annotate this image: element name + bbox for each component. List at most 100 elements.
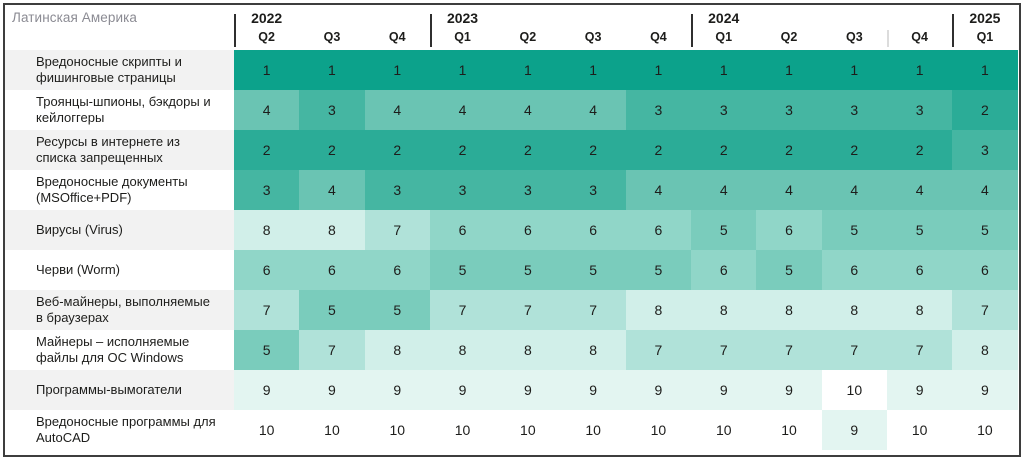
rank-cell: 10 <box>756 410 822 450</box>
rank-cell: 4 <box>952 170 1018 210</box>
rank-cell: 8 <box>299 210 365 250</box>
rank-cell: 7 <box>886 330 953 370</box>
rank-cell: 2 <box>429 130 496 170</box>
column-header: 2022 Q2 <box>234 5 299 50</box>
rank-cell: 5 <box>234 330 300 370</box>
rank-cell: 5 <box>952 210 1018 250</box>
rank-cell: 7 <box>821 330 887 370</box>
rank-cell: 8 <box>821 290 887 330</box>
rank-cell: 7 <box>560 290 626 330</box>
rank-cell: 3 <box>234 170 300 210</box>
rank-cell: 10 <box>691 410 757 450</box>
rank-cell: 4 <box>821 170 887 210</box>
rank-cell: 9 <box>886 370 953 410</box>
region-title: Латинская Америка <box>5 5 234 50</box>
row-label: Вредоносные программы для AutoCAD <box>36 414 216 445</box>
rank-cell: 8 <box>691 290 757 330</box>
rank-cell: 5 <box>299 290 365 330</box>
quarter-label: Q3 <box>845 30 863 44</box>
year-label: 2023 <box>446 10 479 26</box>
rank-cell: 2 <box>560 130 626 170</box>
year-label <box>560 8 625 28</box>
rank-cell: 5 <box>560 250 626 290</box>
threat-ranking-heatmap: Латинская Америка 2022 Q2 Q3 Q4 2023 Q1 Q2 Q3 Q4… <box>5 5 1019 450</box>
rank-cell: 2 <box>234 130 300 170</box>
rank-cell: 5 <box>364 290 430 330</box>
column-header: Q2 <box>756 5 821 50</box>
quarter-label: Q3 <box>323 30 341 44</box>
column-header: 2023 Q1 <box>429 5 495 50</box>
rank-cell: 6 <box>625 210 692 250</box>
rank-cell: 8 <box>560 330 626 370</box>
column-header: Q3 <box>822 5 887 50</box>
column-header: Q4 <box>365 5 430 50</box>
row-label: Троянцы-шпионы, бэкдоры и кейлоггеры <box>36 94 211 125</box>
quarter-label: Q1 <box>715 30 733 44</box>
rank-cell: 1 <box>952 50 1018 90</box>
rank-cell: 10 <box>952 410 1018 450</box>
rank-cell: 10 <box>234 410 300 450</box>
rank-cell: 8 <box>886 290 953 330</box>
rank-cell: 7 <box>691 330 757 370</box>
column-header: Q4 <box>626 5 691 50</box>
rank-cell: 10 <box>625 410 692 450</box>
column-header: Q2 <box>495 5 560 50</box>
rank-cell: 10 <box>495 410 561 450</box>
quarter-label: Q2 <box>519 30 537 44</box>
rank-cell: 2 <box>952 90 1018 130</box>
quarter-label: Q4 <box>650 30 667 44</box>
quarter-label: Q1 <box>454 30 471 44</box>
year-label: 2025 <box>969 10 1001 26</box>
rank-cell: 9 <box>560 370 626 410</box>
rank-cell: 3 <box>952 130 1018 170</box>
quarter-label: Q2 <box>258 30 275 44</box>
row-label: Веб-майнеры, выполняемые в браузерах <box>5 290 234 330</box>
year-label <box>365 8 430 28</box>
year-label <box>299 8 364 28</box>
rank-cell: 9 <box>821 410 887 450</box>
rank-cell: 3 <box>625 90 692 130</box>
rank-cell: 3 <box>560 170 626 210</box>
rank-cell: 9 <box>691 370 757 410</box>
year-label: 2024 <box>708 10 740 26</box>
rank-cell: 4 <box>299 170 365 210</box>
rank-cell: 9 <box>625 370 692 410</box>
rank-cell: 8 <box>429 330 496 370</box>
rank-cell: 3 <box>821 90 887 130</box>
row-label: Вредоносные документы (MSOffice+PDF) <box>36 174 188 205</box>
rank-cell: 3 <box>495 170 561 210</box>
column-header: 2024 Q1 <box>691 5 756 50</box>
row-label: Ресурсы в интернете из списка запрещенны… <box>5 130 234 170</box>
rank-cell: 3 <box>364 170 430 210</box>
rank-cell: 8 <box>364 330 430 370</box>
rank-cell: 4 <box>364 90 430 130</box>
rank-cell: 6 <box>952 250 1018 290</box>
rank-cell: 1 <box>821 50 887 90</box>
rank-cell: 9 <box>495 370 561 410</box>
quarter-label: Q4 <box>911 30 928 44</box>
rank-cell: 4 <box>429 90 496 130</box>
rank-cell: 9 <box>429 370 496 410</box>
rank-cell: 7 <box>364 210 430 250</box>
rank-cell: 1 <box>234 50 300 90</box>
year-label <box>887 8 952 28</box>
rank-cell: 5 <box>625 250 692 290</box>
rank-cell: 2 <box>299 130 365 170</box>
rank-cell: 1 <box>299 50 365 90</box>
rank-cell: 7 <box>429 290 496 330</box>
rank-cell: 7 <box>495 290 561 330</box>
rank-cell: 2 <box>821 130 887 170</box>
rank-cell: 4 <box>691 170 757 210</box>
rank-cell: 10 <box>886 410 953 450</box>
rank-cell: 3 <box>429 170 496 210</box>
rank-cell: 5 <box>821 210 887 250</box>
rank-cell: 8 <box>756 290 822 330</box>
rank-cell: 2 <box>756 130 822 170</box>
rank-cell: 4 <box>886 170 953 210</box>
rank-cell: 2 <box>625 130 692 170</box>
rank-cell: 1 <box>429 50 496 90</box>
rank-cell: 9 <box>299 370 365 410</box>
rank-cell: 1 <box>886 50 953 90</box>
rank-cell: 5 <box>886 210 953 250</box>
rank-cell: 1 <box>625 50 692 90</box>
